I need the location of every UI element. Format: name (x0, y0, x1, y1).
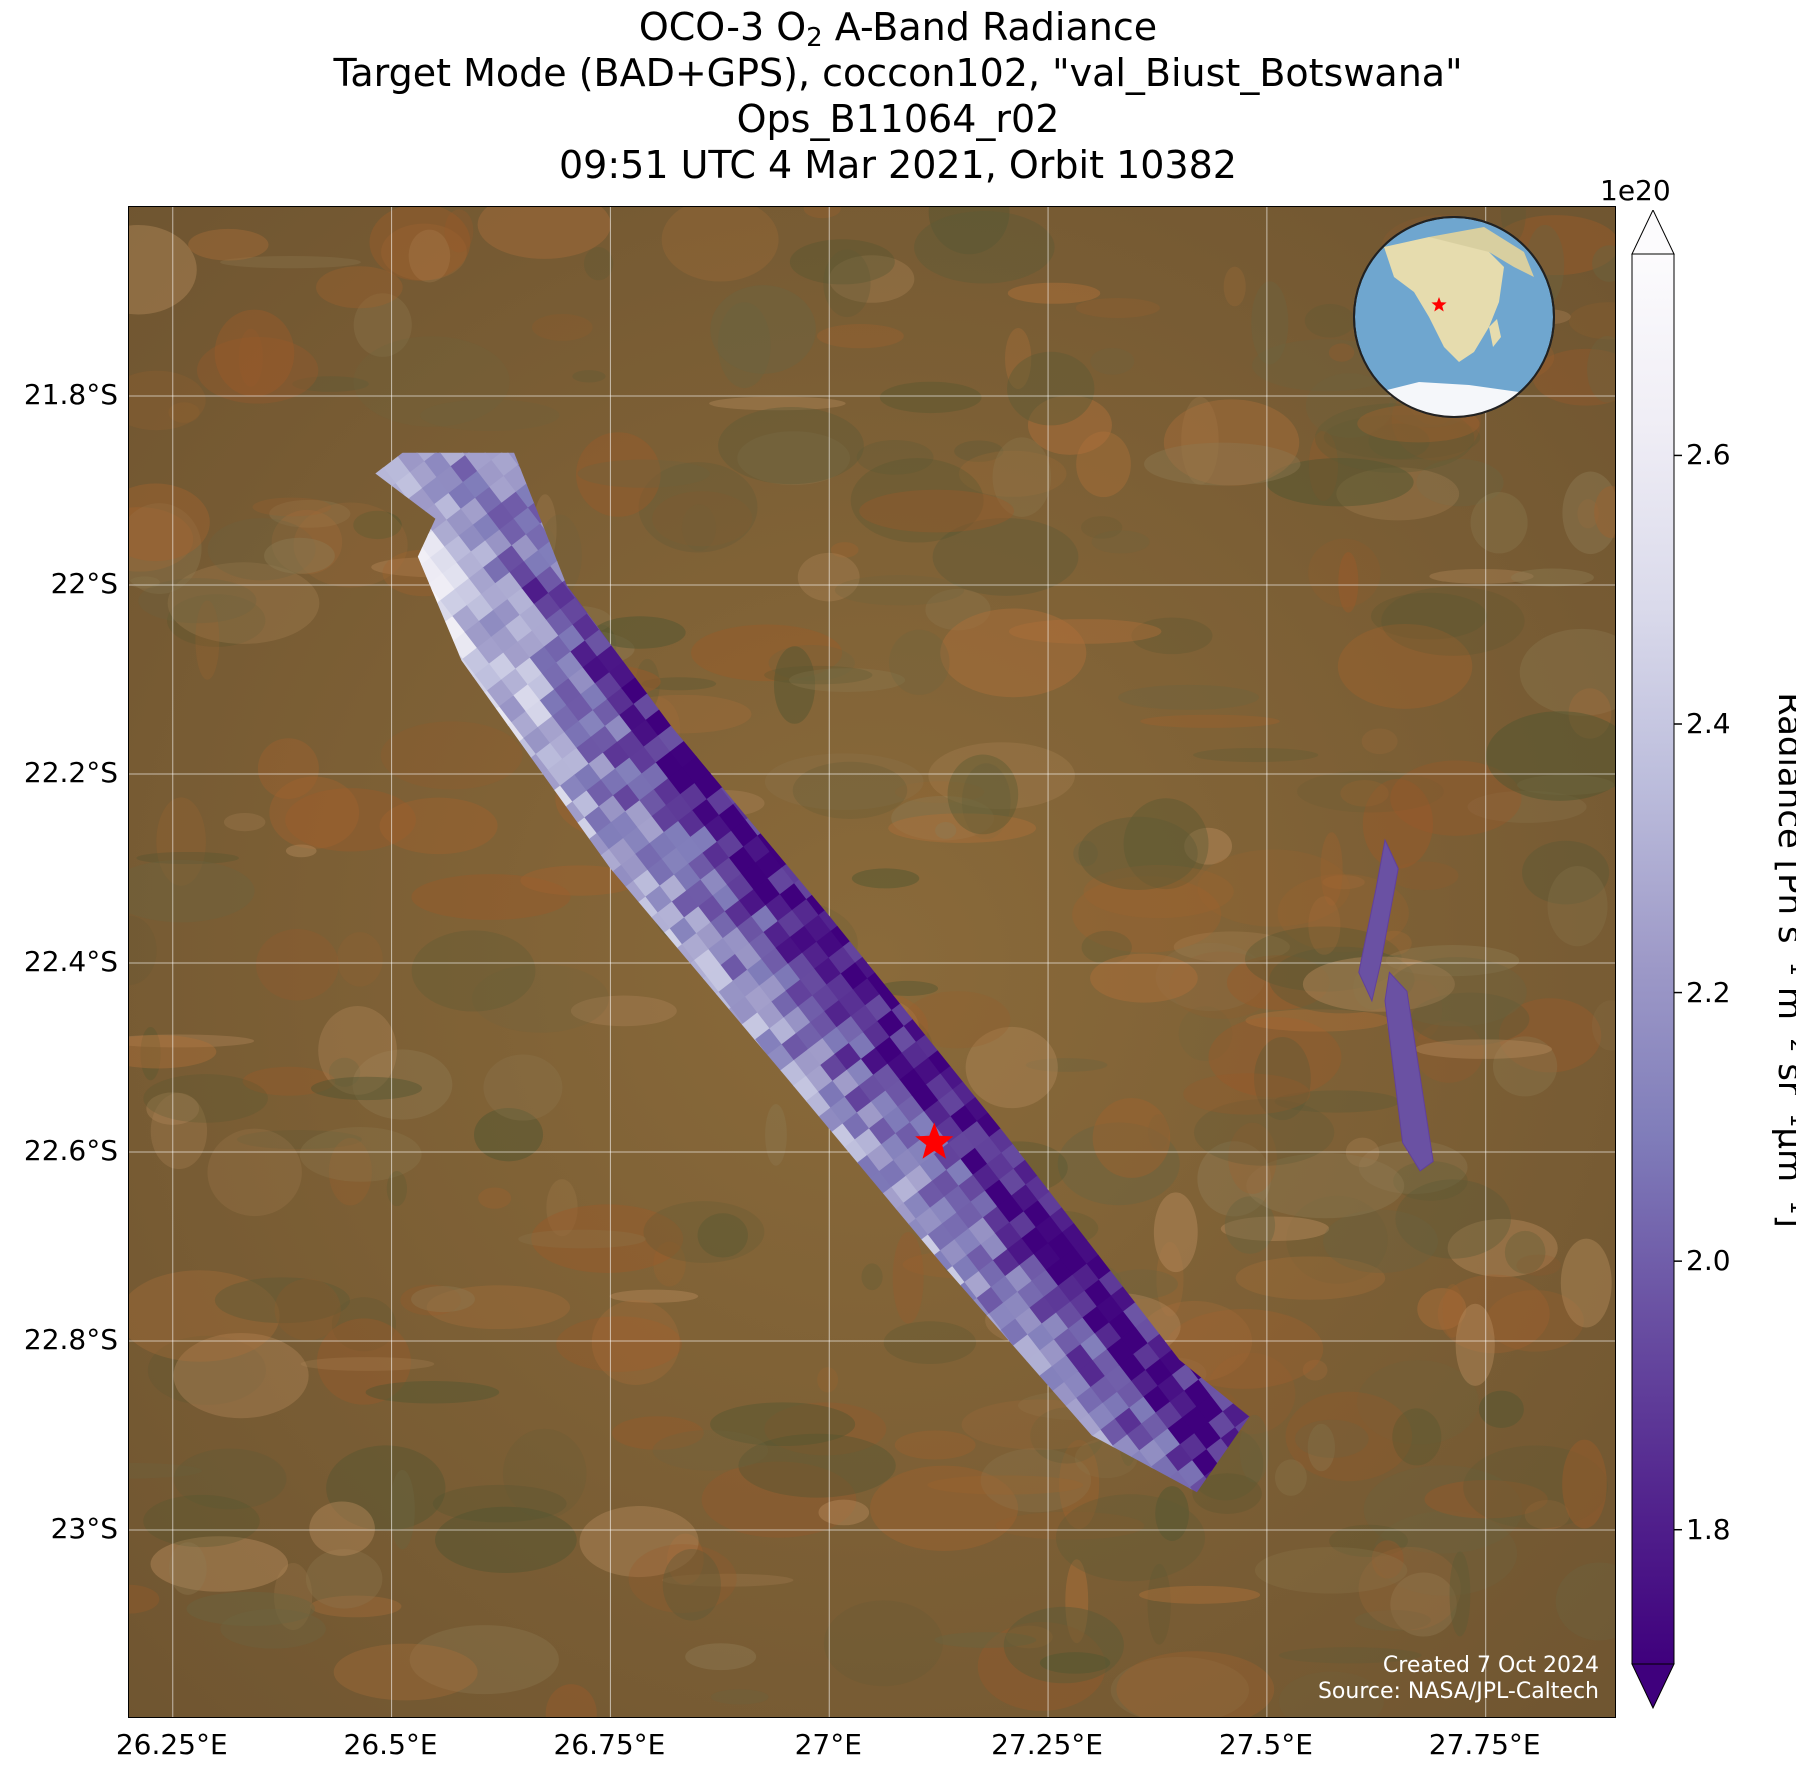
y-tick-label: 22.6°S (23, 1134, 118, 1167)
y-tick-label: 22.4°S (23, 945, 118, 978)
colorbar (1631, 210, 1682, 1710)
colorbar-extend-max (1631, 210, 1675, 255)
africa-landmass (1384, 237, 1504, 362)
colorbar-extend-min (1631, 1663, 1675, 1710)
colorbar-gradient (1631, 253, 1675, 1665)
map-canvas[interactable] (129, 207, 1616, 1718)
title-line-1: OCO-3 O2 A-Band Radiance (638, 5, 1158, 53)
colorbar-tick-label: 2.2 (1686, 975, 1731, 1009)
y-tick-label: 23°S (50, 1512, 118, 1545)
x-tick-label: 26.5°E (343, 1728, 438, 1761)
map-panel[interactable]: Created 7 Oct 2024 Source: NASA/JPL-Calt… (128, 206, 1616, 1718)
x-tick-label: 27.5°E (1218, 1728, 1313, 1761)
x-tick-label: 26.75°E (553, 1728, 666, 1761)
x-tick-label: 26.25°E (115, 1728, 228, 1761)
target-star-icon (915, 1122, 954, 1159)
graticule (129, 207, 1615, 1717)
colorbar-tick-label: 2.0 (1686, 1244, 1731, 1278)
y-tick-label: 22.8°S (23, 1323, 118, 1356)
globe-star-icon (1431, 297, 1447, 312)
y-tick-label: 22.2°S (23, 756, 118, 789)
inset-globe (1353, 216, 1555, 418)
y-tick-label: 22°S (50, 567, 118, 600)
colorbar-label: Radiance [Ph s−1 m−2 sr−1μm−1] (1769, 692, 1796, 1228)
y-tick-label: 21.8°S (23, 378, 118, 411)
x-tick-label: 27.75°E (1428, 1728, 1541, 1761)
chart-title: OCO-3 O2 A-Band Radiance Target Mode (BA… (0, 4, 1796, 188)
credits: Created 7 Oct 2024 Source: NASA/JPL-Calt… (1318, 1653, 1599, 1705)
colorbar-tick-label: 2.4 (1686, 707, 1731, 740)
colorbar-tick-label: 1.8 (1686, 1512, 1731, 1546)
source-credit: Source: NASA/JPL-Caltech (1317, 1679, 1599, 1704)
title-line-3: Ops_B11064_r02 (736, 97, 1060, 141)
target-site-marker (915, 1122, 954, 1159)
title-line-4: 09:51 UTC 4 Mar 2021, Orbit 10382 (559, 143, 1237, 187)
title-line-2: Target Mode (BAD+GPS), coccon102, "val_B… (333, 51, 1463, 95)
created-date: Created 7 Oct 2024 (1382, 1653, 1599, 1678)
colorbar-exponent: 1e20 (1600, 174, 1671, 207)
x-tick-label: 27.25°E (991, 1728, 1103, 1761)
x-tick-label: 27°E (794, 1728, 862, 1761)
colorbar-tick-label: 2.6 (1686, 438, 1731, 472)
